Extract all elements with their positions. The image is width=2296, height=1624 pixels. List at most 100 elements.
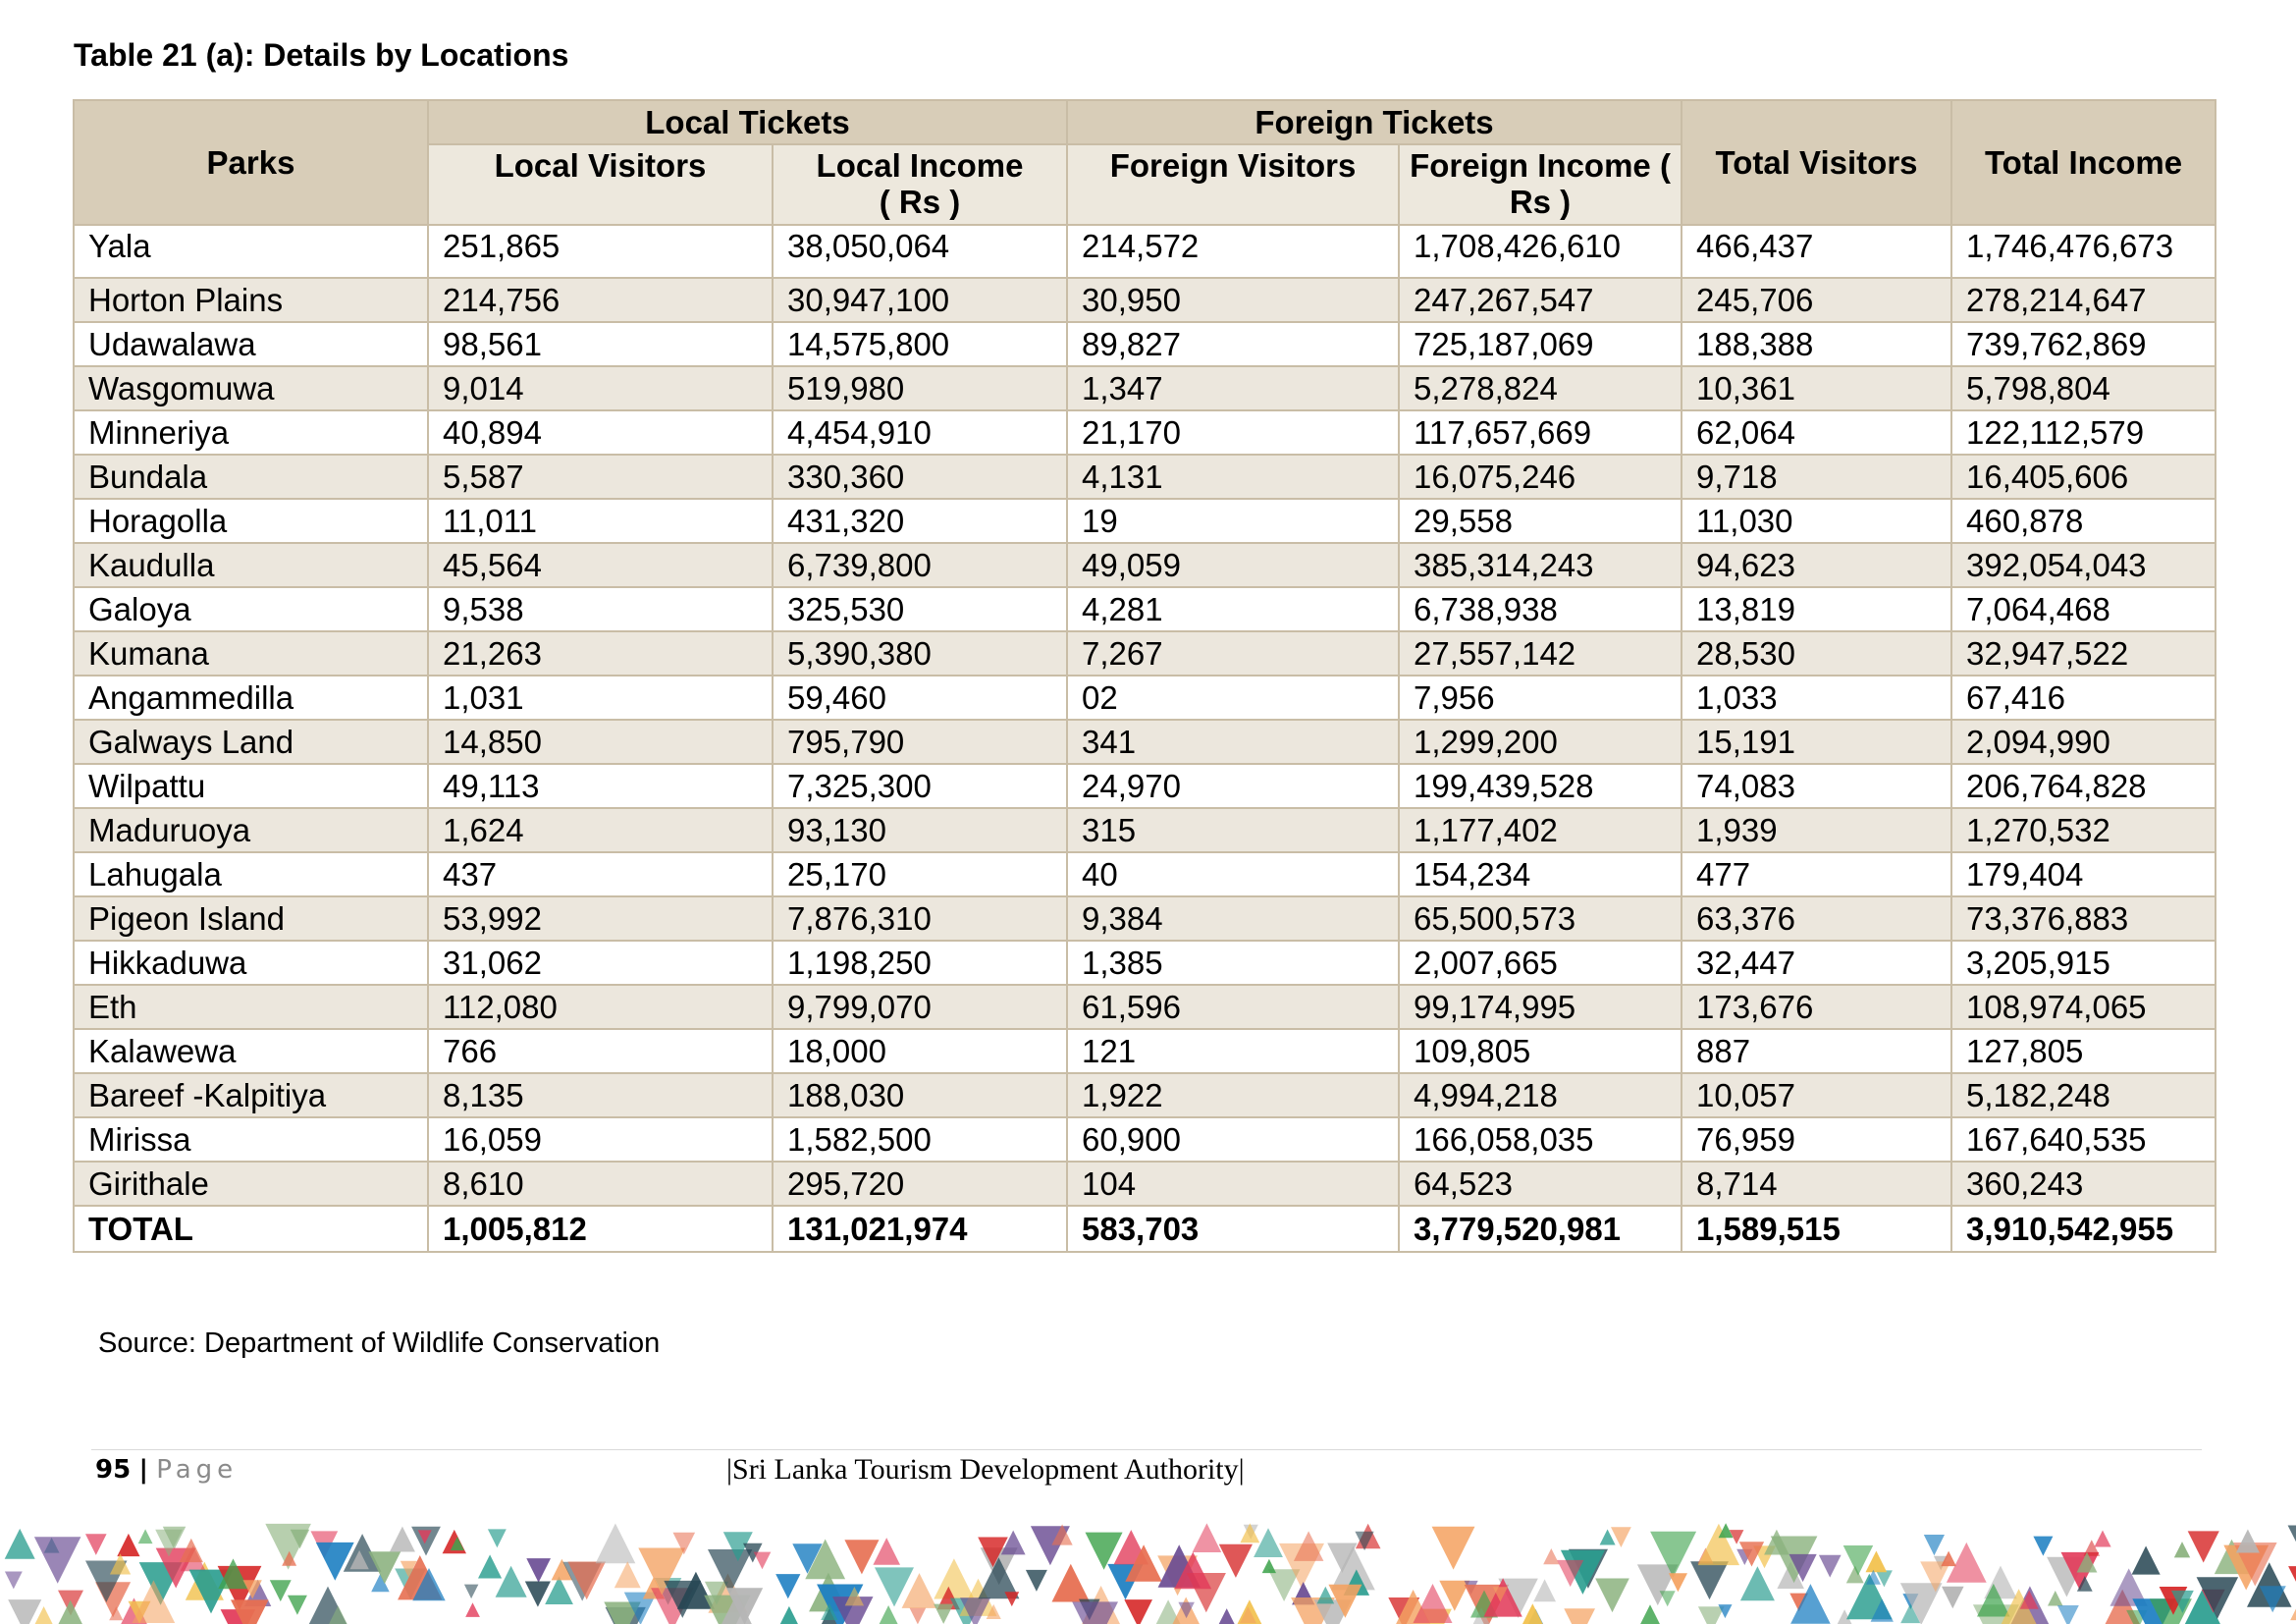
banner-triangle [1218,1543,1253,1578]
value-cell: 40 [1066,851,1400,897]
banner-triangle [1977,1583,2010,1617]
banner-triangle [2173,1542,2191,1558]
banner-triangle [623,1592,658,1624]
banner-triangle [775,1574,801,1599]
banner-triangle [1124,1599,1152,1624]
value-cell: 4,131 [1066,454,1400,500]
park-name-cell: Pigeon Island [73,895,429,942]
table-row: Horagolla 11,011 431,320 19 29,558 11,030 460,… [73,498,2217,544]
value-cell: 206,764,828 [1950,763,2217,809]
value-cell: 63,376 [1681,895,1953,942]
value-cell: 74,083 [1681,763,1953,809]
value-cell: 7,064,468 [1950,586,2217,632]
banner-triangle [595,1523,636,1564]
banner-triangle [1316,1586,1335,1604]
value-cell: 9,718 [1681,454,1953,500]
banner-triangle [4,1571,23,1590]
banner-triangle [1599,1529,1616,1545]
banner-triangle [1941,1550,1956,1567]
value-cell: 32,947,522 [1950,630,2217,677]
banner-triangle [909,1607,927,1624]
banner-triangle [779,1605,798,1624]
banner-triangle [1330,1545,1375,1591]
banner-triangle [2076,1576,2093,1592]
value-cell: 4,281 [1066,586,1400,632]
banner-triangle [1923,1535,1945,1556]
table-row: Galways Land 14,850 795,790 341 1,299,200 15,… [73,719,2217,765]
park-name-cell: Wasgomuwa [73,365,429,411]
banner-triangle [1439,1580,1470,1611]
park-name-cell: Bundala [73,454,429,500]
banner-triangle [638,1547,686,1596]
value-cell: 1,708,426,610 [1397,224,1683,279]
banner-triangle [478,1554,503,1579]
value-cell: 1,299,200 [1397,719,1683,765]
park-name-cell: Hikkaduwa [73,940,429,986]
value-cell: 127,805 [1950,1028,2217,1074]
banner-triangle [978,1537,1008,1568]
banner-triangle [2233,1543,2277,1587]
banner-triangle [1611,1527,1631,1547]
table-row: Angammedilla 1,031 59,460 02 7,956 1,033 67,41… [73,675,2217,721]
banner-triangle [343,1534,382,1572]
banner-triangle [1293,1531,1324,1561]
banner-triangle [524,1581,551,1607]
banner-triangle [1870,1598,1894,1622]
banner-triangle [1328,1584,1362,1618]
value-cell: 795,790 [772,719,1068,765]
banner-triangle [551,1558,573,1581]
value-cell: 8,610 [427,1161,774,1207]
banner-triangle [1729,1530,1744,1544]
header-total-visitors: Total Visitors [1681,99,1953,226]
value-cell: 49,059 [1066,542,1400,588]
park-name-cell: Mirissa [73,1116,429,1163]
banner-triangle [315,1542,354,1581]
banner-triangle [244,1579,272,1606]
banner-triangle [412,1568,446,1601]
banner-triangle [1942,1586,1964,1609]
value-cell: 65,500,573 [1397,895,1683,942]
park-name-cell: Lahugala [73,851,429,897]
park-name-cell: Horton Plains [73,277,429,323]
value-cell: 251,865 [427,224,774,279]
park-name-cell: Wilpattu [73,763,429,809]
banner-triangle [179,1538,203,1563]
banner-triangle [2196,1577,2239,1619]
banner-triangle [349,1549,369,1570]
footer-divider [91,1449,2202,1450]
value-cell: 325,530 [772,586,1068,632]
park-name-cell: Bareef -Kalpitiya [73,1072,429,1118]
banner-triangle [725,1588,764,1624]
banner-triangle [986,1603,1001,1619]
value-cell: 104 [1066,1161,1400,1207]
total-value-cell: 3,779,520,981 [1397,1205,1683,1253]
banner-triangle [2170,1590,2194,1613]
banner-triangle [1254,1528,1283,1557]
total-value-cell: 3,910,542,955 [1950,1205,2217,1253]
value-cell: 40,894 [427,409,774,456]
table-row: Bareef -Kalpitiya 8,135 188,030 1,922 4,994,… [73,1072,2217,1118]
banner-triangle [1072,1601,1118,1624]
banner-triangle [1789,1553,1817,1583]
value-cell: 53,992 [427,895,774,942]
banner-triangle [526,1558,551,1583]
banner-triangle [1718,1604,1733,1619]
header-local-tickets: Local Tickets [427,99,1068,145]
banner-triangle [1000,1530,1026,1555]
banner-triangle [1218,1608,1235,1624]
table-row: Pigeon Island 53,992 7,876,310 9,384 65,500,… [73,895,2217,942]
banner-triangle [2290,1608,2296,1621]
value-cell: 9,538 [427,586,774,632]
banner-triangle [218,1558,248,1590]
value-cell: 766 [427,1028,774,1074]
banner-triangle [132,1580,176,1623]
banner-triangle [934,1603,954,1624]
value-cell: 16,405,606 [1950,454,2217,500]
value-cell: 1,270,532 [1950,807,2217,853]
value-cell: 31,062 [427,940,774,986]
table-row: Bundala 5,587 330,360 4,131 16,075,246 9,718 1… [73,454,2217,500]
banner-triangle [2184,1588,2220,1624]
table-title: Table 21 (a): Details by Locations [74,37,569,73]
value-cell: 109,805 [1397,1028,1683,1074]
banner-triangle [109,1606,124,1621]
